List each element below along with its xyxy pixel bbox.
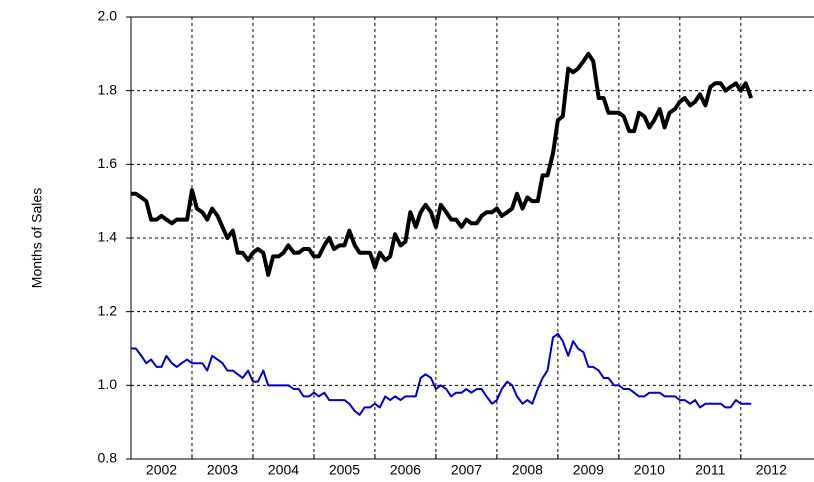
y-tick-label: 1.6 <box>98 155 118 171</box>
x-tick-label: 2012 <box>756 462 787 478</box>
data-line <box>131 332 752 416</box>
x-tick-label: 2004 <box>268 462 299 478</box>
x-tick-label: 2005 <box>329 462 360 478</box>
x-tick-label: 2006 <box>390 462 421 478</box>
y-tick-label: 1.0 <box>98 376 118 392</box>
y-tick-label: 1.4 <box>98 229 118 245</box>
x-tick-label: 2008 <box>512 462 543 478</box>
x-tick-label: 2010 <box>634 462 665 478</box>
y-tick-label: 1.2 <box>98 302 118 318</box>
x-tick-label: 2009 <box>573 462 604 478</box>
y-axis-label: Months of Sales <box>29 188 45 288</box>
x-tick-label: 2007 <box>451 462 482 478</box>
x-tick-label: 2002 <box>146 462 177 478</box>
x-tick-label: 2003 <box>207 462 238 478</box>
y-tick-label: 0.8 <box>98 450 118 466</box>
y-tick-label: 1.8 <box>98 81 118 97</box>
y-tick-label: 2.0 <box>98 8 118 24</box>
x-tick-label: 2011 <box>695 462 725 478</box>
data-line <box>131 51 754 277</box>
